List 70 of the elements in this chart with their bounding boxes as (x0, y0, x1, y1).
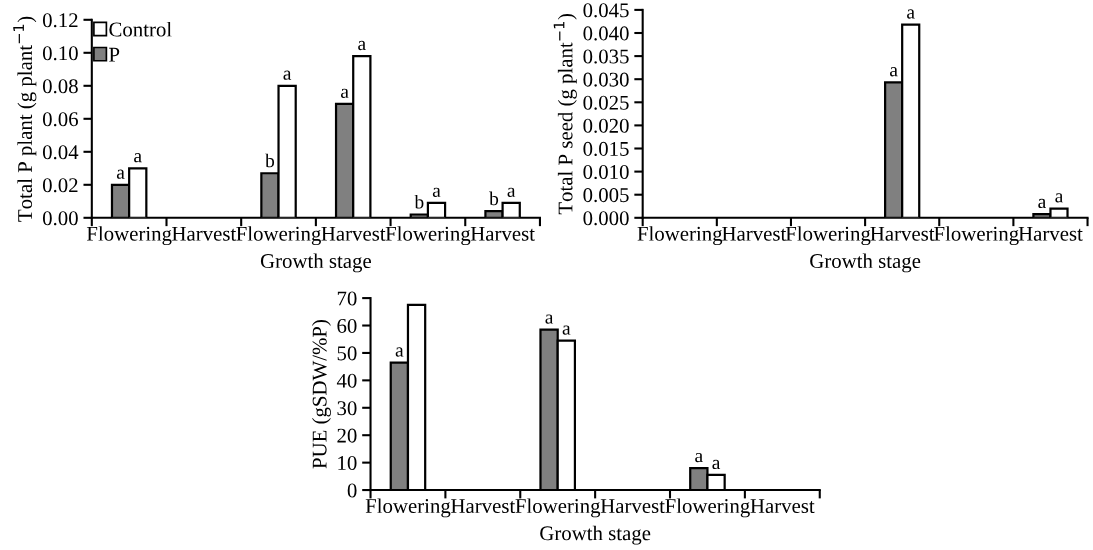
y-tick-label: 0.035 (583, 49, 629, 64)
y-tick-label: 0 (347, 483, 357, 498)
y-tick-label: 0.005 (583, 188, 629, 203)
x-tick-label: Flowering (365, 498, 451, 518)
x-tick-label: Flowering (385, 226, 471, 246)
data-label: a (341, 88, 349, 99)
y-tick-label: 0.00 (42, 211, 78, 226)
y-tick-label: 0.06 (42, 112, 78, 127)
data-label: a (507, 187, 516, 198)
y-tick-label: 0.04 (42, 145, 79, 160)
data-label: a (116, 169, 125, 179)
x-tick-label: Harvest (750, 499, 815, 514)
data-label: a (432, 187, 441, 198)
y-tick-label: 30 (337, 401, 357, 416)
x-tick-label: Flowering (236, 226, 321, 246)
x-tick-label: Flowering (86, 226, 172, 246)
x-tick-label: Harvest (870, 226, 935, 241)
y-tick-label: 0.000 (583, 211, 629, 226)
y-axis-title: Total P seed (g plant$^{−1}$) (553, 13, 577, 215)
x-axis-title: Growth stage (810, 253, 921, 273)
y-tick-label: 0.08 (42, 79, 78, 94)
x-tick-label: Harvest (600, 499, 665, 514)
y-tick-label: 50 (337, 346, 357, 361)
data-label: a (134, 153, 142, 163)
data-label: a (395, 347, 404, 357)
data-label: b (265, 153, 275, 168)
legend-label: Control (109, 21, 172, 37)
y-axis-title: PUE (gSDW/%P) (311, 320, 331, 469)
y-tick-label: 0.045 (583, 3, 629, 18)
x-tick-label: Flowering (637, 226, 723, 246)
x-tick-label: Flowering (515, 498, 601, 518)
y-tick-label: 0.010 (583, 164, 629, 180)
x-tick-label: Harvest (172, 226, 237, 241)
x-tick-label: Flowering (665, 498, 750, 518)
data-label: a (695, 452, 703, 463)
x-tick-label: Flowering (785, 226, 871, 246)
y-tick-label: 0.040 (583, 26, 629, 41)
y-tick-label: 0.015 (583, 141, 629, 157)
data-label: b (489, 191, 499, 206)
data-label: a (1038, 198, 1046, 209)
data-label: a (1055, 193, 1064, 203)
data-label: a (712, 459, 721, 470)
y-tick-label: 0.10 (42, 46, 78, 61)
data-label: a (907, 9, 915, 19)
y-tick-label: 60 (337, 318, 357, 333)
y-tick-label: 0.12 (42, 13, 78, 28)
x-tick-label: Harvest (321, 226, 386, 241)
y-axis-title: Total P plant (g plant$^{−1}$) (13, 16, 37, 222)
y-tick-label: 0.02 (42, 178, 78, 193)
y-tick-label: 0.030 (583, 72, 629, 87)
y-tick-label: 40 (336, 373, 357, 388)
x-tick-label: Harvest (470, 226, 535, 241)
x-tick-label: Flowering (934, 226, 1019, 246)
y-tick-label: 20 (337, 428, 357, 443)
y-tick-label: 0.020 (583, 118, 629, 133)
x-tick-label: Harvest (451, 499, 516, 514)
data-label: a (562, 325, 571, 335)
data-label: a (283, 70, 292, 80)
legend-label: P (109, 47, 120, 62)
x-axis-title: Growth stage (540, 525, 651, 545)
x-axis-title: Growth stage (260, 253, 371, 273)
data-label: a (890, 67, 898, 77)
x-tick-label: Harvest (1018, 226, 1083, 241)
data-label: a (545, 314, 554, 324)
data-label: b (414, 194, 424, 209)
data-label: a (358, 40, 366, 51)
x-tick-label: Harvest (722, 226, 787, 241)
y-tick-label: 10 (338, 456, 357, 471)
y-tick-label: 0.025 (583, 95, 629, 110)
y-tick-label: 70 (337, 291, 357, 306)
